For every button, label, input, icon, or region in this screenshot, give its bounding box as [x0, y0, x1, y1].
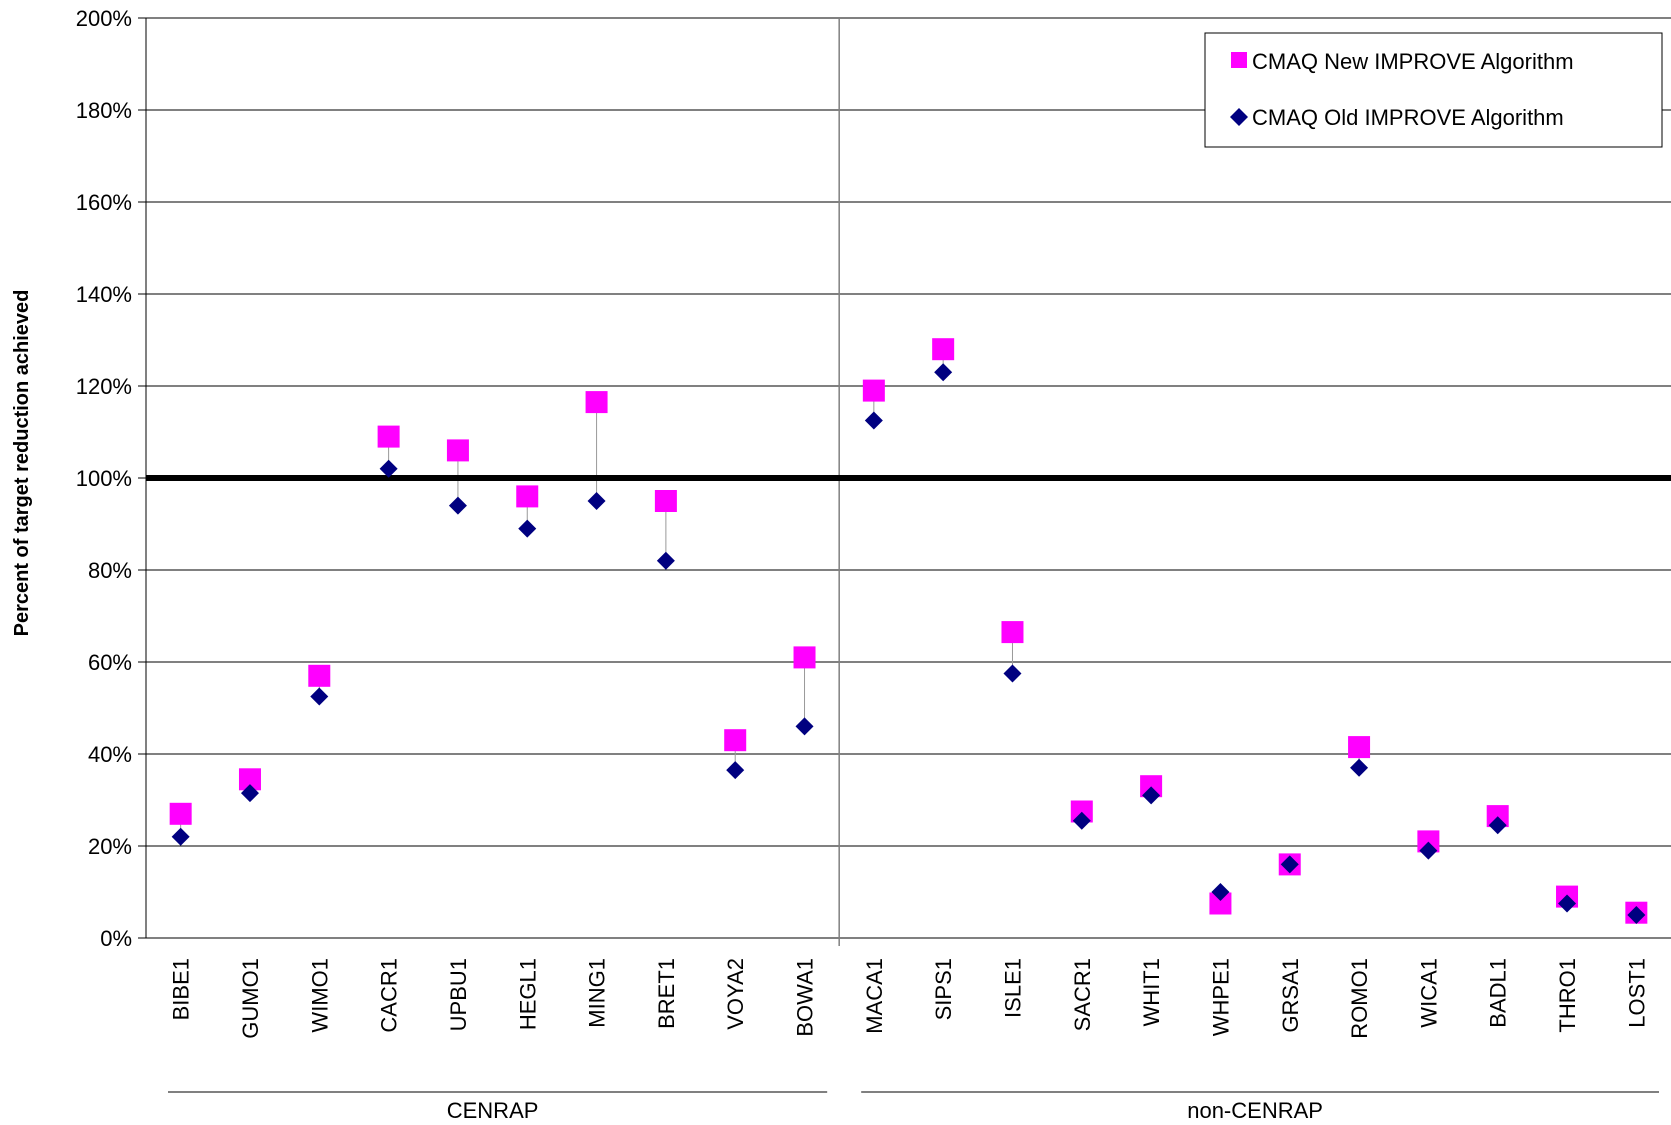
group-label: non-CENRAP [1187, 1098, 1323, 1123]
x-tick-label: THRO1 [1555, 958, 1580, 1033]
x-tick-label: WHPE1 [1208, 958, 1233, 1036]
marker-old-diamond [726, 761, 745, 780]
marker-new-square [585, 391, 608, 414]
y-tick-label: 60% [88, 650, 132, 675]
x-tick-label: GUMO1 [238, 958, 263, 1039]
data-markers [169, 338, 1648, 924]
marker-new-square [1140, 775, 1163, 798]
y-tick-label: 120% [76, 374, 132, 399]
marker-old-diamond [1211, 883, 1230, 901]
x-tick-label: BADL1 [1486, 958, 1511, 1028]
tick-labels: 0% 20% 40% 60% 80% 100% 120% 140% 160% 180% 200% CE… [76, 6, 1650, 1123]
marker-old-diamond [240, 784, 259, 803]
x-tick-label: WICA1 [1416, 958, 1441, 1028]
marker-new-square [308, 664, 331, 687]
x-tick-label: BRET1 [654, 958, 679, 1029]
y-axis-label: Percent of target reduction achieved [11, 290, 33, 637]
marker-old-diamond [379, 459, 398, 478]
marker-new-square [932, 338, 955, 361]
marker-old-diamond [795, 717, 814, 736]
x-tick-label: GRSA1 [1278, 958, 1303, 1033]
marker-new-square [1070, 800, 1093, 823]
marker-new-square [1417, 830, 1440, 853]
marker-new-square [793, 646, 816, 669]
marker-new-square [446, 439, 469, 462]
marker-old-diamond [1627, 906, 1646, 924]
y-tick-label: 200% [76, 6, 132, 31]
marker-new-square [654, 490, 677, 512]
y-tick-label: 80% [88, 558, 132, 583]
y-tick-label: 0% [100, 926, 132, 951]
x-tick-label: MING1 [585, 958, 610, 1028]
x-tick-label: WIMO1 [307, 958, 332, 1033]
marker-old-diamond [934, 363, 953, 382]
marker-old-diamond [310, 687, 329, 706]
legend-swatch-old [1230, 108, 1248, 126]
x-tick-label: BOWA1 [793, 958, 818, 1037]
marker-new-square [377, 425, 400, 448]
marker-old-diamond [1488, 816, 1507, 835]
legend-box [1204, 32, 1663, 148]
marker-old-diamond [1003, 664, 1022, 683]
y-tick-label: 160% [76, 190, 132, 215]
legend-label-new: CMAQ New IMPROVE Algorithm [1252, 49, 1574, 74]
x-tick-label: BIBE1 [169, 958, 194, 1020]
x-tick-label: WHIT1 [1139, 958, 1164, 1026]
x-tick-label: SACR1 [1070, 958, 1095, 1031]
x-tick-label: ROMO1 [1347, 958, 1372, 1039]
marker-old-diamond [1419, 841, 1438, 860]
marker-old-diamond [864, 411, 883, 430]
marker-new-square [1348, 736, 1371, 759]
legend-label-old: CMAQ Old IMPROVE Algorithm [1252, 105, 1564, 130]
y-tick-label: 100% [76, 466, 132, 491]
marker-old-diamond [1350, 758, 1369, 777]
marker-new-square [1001, 621, 1024, 644]
group-label: CENRAP [447, 1098, 539, 1123]
marker-old-diamond [1142, 786, 1161, 805]
x-tick-label: MACA1 [862, 958, 887, 1034]
x-tick-label: HEGL1 [515, 958, 540, 1030]
marker-new-square [516, 485, 539, 508]
marker-old-diamond [1280, 855, 1299, 874]
x-tick-label: CACR1 [377, 958, 402, 1033]
x-tick-label: VOYA2 [723, 958, 748, 1030]
y-tick-label: 140% [76, 282, 132, 307]
marker-old-diamond [448, 496, 467, 515]
marker-new-square [238, 768, 261, 791]
axes [138, 17, 1671, 1093]
marker-new-square [862, 379, 885, 402]
marker-old-diamond [587, 492, 606, 510]
legend-swatch-new [1231, 52, 1247, 68]
x-tick-label: ISLE1 [1000, 958, 1025, 1018]
x-tick-label: SIPS1 [931, 958, 956, 1020]
marker-new-square [1486, 805, 1509, 828]
marker-old-diamond [171, 827, 190, 846]
y-tick-label: 20% [88, 834, 132, 859]
marker-old-diamond [1072, 811, 1091, 830]
x-tick-label: UPBU1 [446, 958, 471, 1031]
marker-new-square [724, 729, 747, 752]
marker-old-diamond [518, 519, 537, 538]
y-tick-label: 180% [76, 98, 132, 123]
x-tick-label: LOST1 [1624, 958, 1649, 1028]
marker-new-square [169, 802, 192, 825]
marker-old-diamond [1558, 894, 1577, 913]
marker-old-diamond [656, 551, 675, 570]
marker-new-square [1209, 892, 1232, 915]
y-tick-label: 40% [88, 742, 132, 767]
legend: CMAQ New IMPROVE Algorithm CMAQ Old IMPR… [1204, 32, 1663, 148]
